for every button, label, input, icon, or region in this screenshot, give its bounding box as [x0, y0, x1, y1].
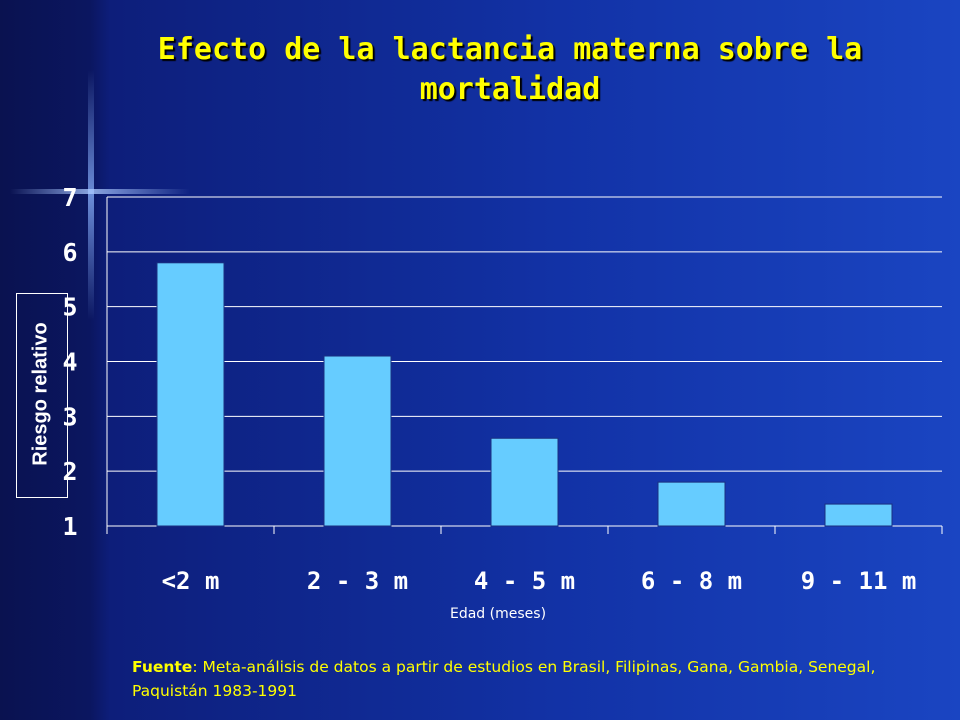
x-tick-label: 6 - 8 m	[641, 567, 742, 595]
y-tick-label: 1	[62, 512, 77, 541]
x-tick-label: 9 - 11 m	[801, 567, 917, 595]
slide-title: Efecto de la lactancia materna sobre la …	[157, 32, 863, 107]
x-tick-label: 4 - 5 m	[474, 567, 575, 595]
y-tick-label: 6	[62, 238, 77, 267]
y-axis-label-box	[16, 293, 68, 498]
source-text: : Meta-análisis de datos a partir de est…	[132, 658, 876, 700]
bar	[490, 437, 559, 527]
x-tick-label: <2 m	[162, 567, 220, 595]
bar	[657, 481, 726, 527]
y-tick-label: 4	[62, 348, 77, 377]
x-tick-label: 2 - 3 m	[307, 567, 408, 595]
source-note: Fuente: Meta-análisis de datos a partir …	[132, 655, 912, 703]
bar	[824, 503, 893, 527]
light-flare-vertical	[88, 70, 94, 320]
source-label: Fuente	[132, 658, 193, 676]
x-axis-label: Edad (meses)	[450, 606, 547, 622]
bar	[323, 355, 392, 527]
y-tick-label: 2	[62, 457, 77, 486]
y-axis-label: Riesgo relativo	[29, 322, 52, 466]
y-tick-label: 3	[62, 402, 77, 431]
light-flare-horizontal	[10, 189, 190, 194]
bar	[156, 262, 225, 527]
y-tick-label: 7	[62, 183, 77, 212]
y-tick-label: 5	[62, 293, 77, 322]
